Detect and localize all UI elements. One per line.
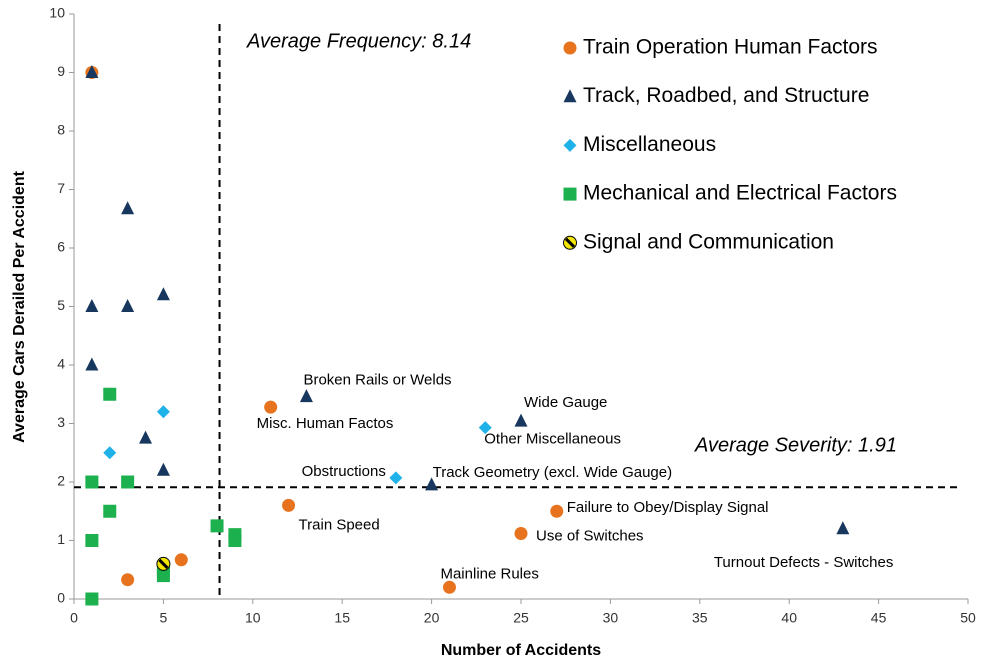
marker (389, 471, 403, 485)
annotation: Average Frequency: 8.14 (246, 30, 471, 52)
x-tick-label: 40 (781, 610, 797, 626)
marker (550, 504, 564, 518)
y-tick-label: 3 (57, 414, 65, 430)
y-tick-label: 1 (57, 531, 65, 547)
point-label: Use of Switches (536, 527, 644, 544)
marker (174, 553, 188, 567)
marker-stripe (564, 237, 576, 248)
marker (85, 65, 99, 78)
marker (442, 580, 456, 594)
x-tick-label: 25 (513, 610, 529, 626)
x-tick-label: 50 (960, 610, 976, 626)
y-tick-label: 8 (57, 122, 65, 138)
x-tick-label: 15 (334, 610, 350, 626)
marker (121, 299, 135, 312)
x-tick-label: 5 (160, 610, 168, 626)
y-tick-label: 0 (57, 590, 65, 606)
point-label: Turnout Defects - Switches (714, 554, 894, 571)
point-label: Wide Gauge (524, 394, 607, 411)
point-label: Misc. Human Factos (257, 415, 394, 432)
marker (85, 534, 99, 547)
legend-label: Track, Roadbed, and Structure (583, 84, 869, 107)
marker (563, 89, 577, 103)
marker (264, 400, 278, 414)
marker (85, 475, 99, 489)
point-label: Track Geometry (excl. Wide Gauge) (433, 464, 673, 481)
y-axis-title: Average Cars Derailed Per Accident (11, 170, 28, 443)
point-label: Mainline Rules (440, 565, 538, 582)
marker (121, 475, 135, 489)
marker (514, 526, 528, 540)
marker (156, 405, 170, 419)
marker (156, 287, 170, 301)
marker (156, 556, 171, 571)
marker (103, 387, 117, 401)
marker (85, 592, 99, 606)
point-label: Broken Rails or Welds (303, 372, 451, 389)
annotation: Average Severity: 1.91 (694, 434, 897, 456)
x-tick-label: 20 (424, 610, 440, 626)
marker (85, 299, 99, 312)
marker (563, 235, 577, 250)
x-tick-label: 35 (692, 610, 708, 626)
y-tick-label: 4 (57, 356, 65, 372)
marker (228, 534, 242, 547)
marker (156, 569, 170, 583)
y-tick-label: 9 (57, 63, 65, 79)
legend-label: Miscellaneous (583, 133, 716, 156)
marker (103, 446, 117, 460)
y-tick-label: 7 (57, 180, 65, 196)
marker (563, 187, 577, 201)
legend-label: Signal and Communication (583, 230, 834, 253)
marker (103, 504, 117, 518)
x-tick-label: 0 (70, 610, 78, 626)
marker (563, 138, 577, 152)
marker (299, 389, 313, 403)
point-label: Other Miscellaneous (484, 431, 621, 448)
marker (563, 41, 577, 55)
marker (425, 477, 439, 491)
marker (514, 413, 528, 427)
legend-label: Train Operation Human Factors (583, 36, 878, 59)
marker (478, 421, 492, 435)
marker (85, 357, 99, 371)
marker (836, 521, 850, 535)
y-tick-label: 2 (57, 473, 65, 489)
y-tick-label: 10 (49, 5, 65, 21)
marker (210, 519, 224, 533)
point-label: Train Speed (299, 516, 380, 533)
y-tick-label: 5 (57, 297, 65, 313)
marker (156, 462, 170, 476)
x-tick-label: 30 (603, 610, 619, 626)
point-label: Obstructions (302, 463, 386, 480)
x-tick-label: 45 (871, 610, 887, 626)
x-tick-label: 10 (245, 610, 261, 626)
marker (139, 430, 153, 444)
marker (121, 573, 135, 587)
legend-label: Mechanical and Electrical Factors (583, 182, 897, 205)
marker-stripe (158, 558, 169, 569)
x-axis-title: Number of Accidents (441, 642, 601, 659)
point-label: Failure to Obey/Display Signal (567, 499, 769, 516)
marker (121, 201, 135, 215)
y-tick-label: 6 (57, 239, 65, 255)
marker (282, 498, 296, 512)
